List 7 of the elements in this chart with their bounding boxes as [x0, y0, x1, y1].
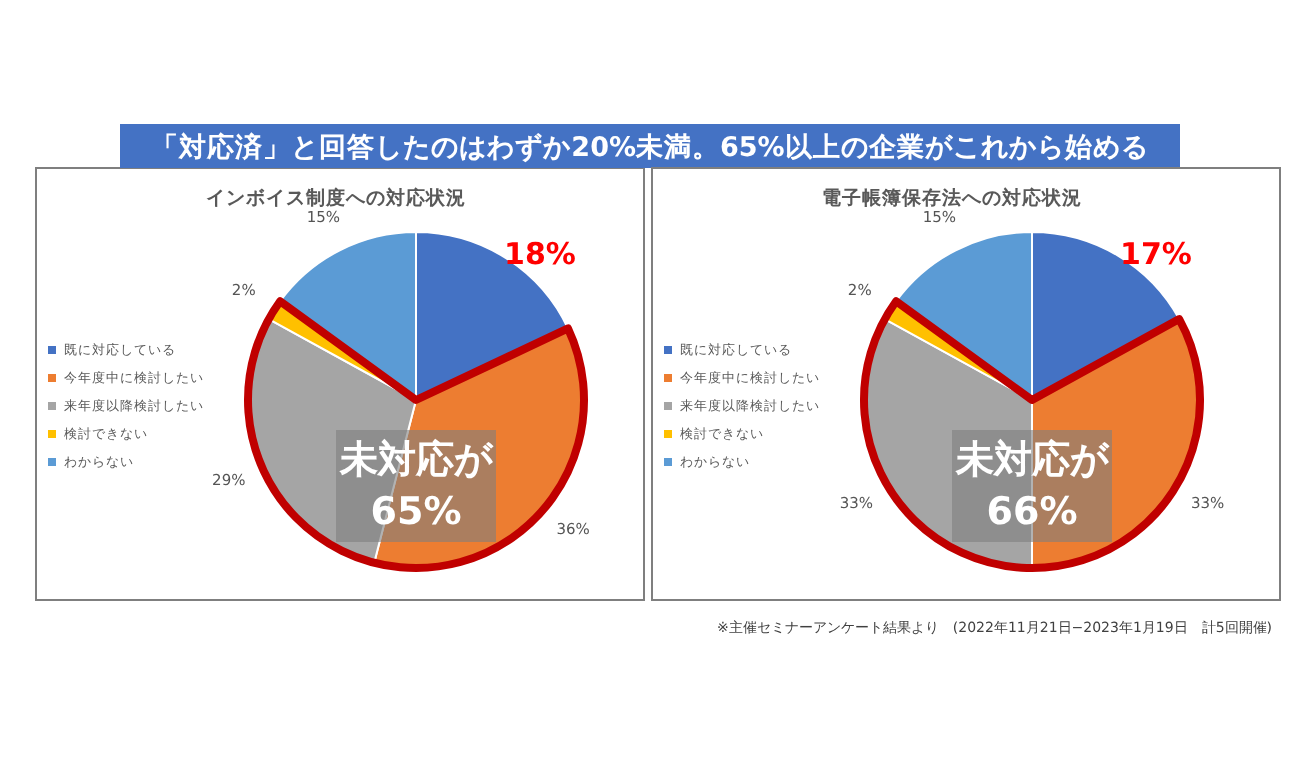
chart-title: 電子帳簿保存法への対応状況 [822, 186, 1082, 210]
text: 「対応済」と回答したのはわずか20%未満。65%以上の企業がこれから始める [151, 130, 1149, 164]
chart-title: インボイス制度への対応状況 [206, 186, 466, 210]
data-label: 18% [504, 236, 576, 273]
text: 未対応が66% [954, 438, 1110, 534]
data-label: 17% [1120, 236, 1192, 273]
text: 未対応が65% [338, 438, 494, 534]
